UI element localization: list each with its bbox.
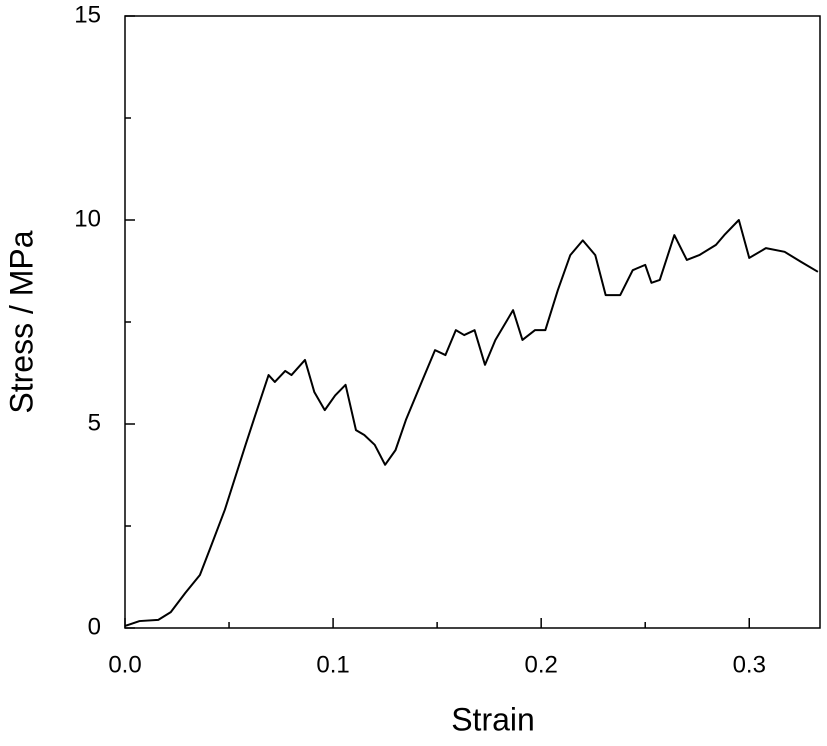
x-tick-label: 0.3 — [733, 651, 766, 678]
data-line — [124, 219, 819, 627]
y-tick-label: 5 — [88, 409, 101, 436]
y-tick-label: 0 — [88, 613, 101, 640]
x-tick-label: 0.1 — [316, 651, 349, 678]
y-tick-label: 10 — [74, 205, 101, 232]
x-tick-label: 0.0 — [108, 651, 141, 678]
x-tick-label: 0.2 — [524, 651, 557, 678]
plot-frame — [124, 15, 821, 629]
x-axis-title: Strain — [451, 701, 535, 737]
y-axis-title: Stress / MPa — [3, 230, 39, 413]
y-tick-label: 15 — [74, 1, 101, 28]
